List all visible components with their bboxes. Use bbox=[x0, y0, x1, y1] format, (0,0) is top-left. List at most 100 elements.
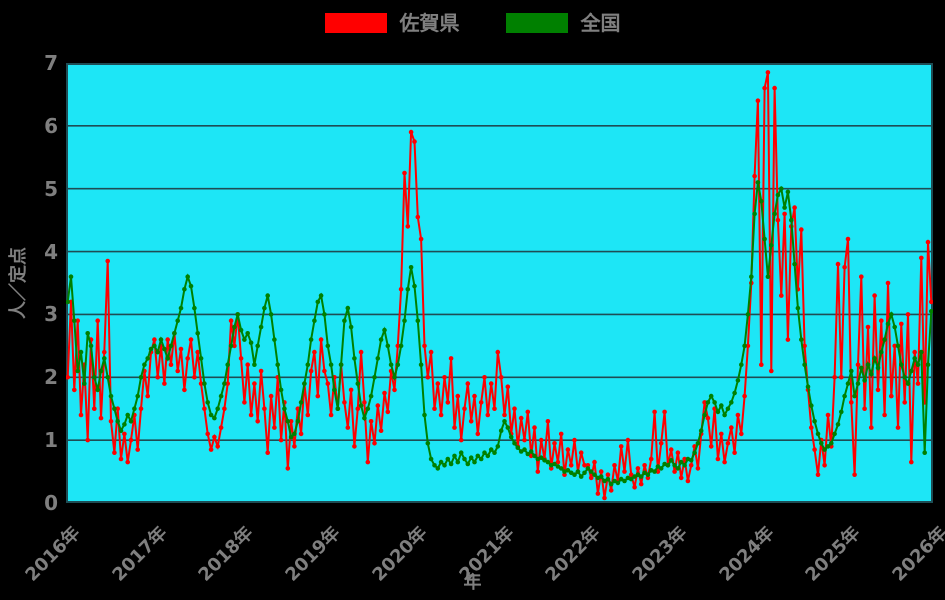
series-national-point bbox=[122, 422, 127, 427]
series-national-point bbox=[869, 371, 874, 377]
series-national-point bbox=[722, 412, 727, 418]
series-saga-point bbox=[852, 472, 857, 478]
series-national-point bbox=[752, 211, 757, 217]
series-saga-point bbox=[919, 255, 924, 261]
series-saga-point bbox=[832, 375, 837, 380]
series-national-point bbox=[865, 362, 871, 368]
series-national-point bbox=[775, 192, 781, 198]
series-saga-point bbox=[708, 444, 714, 449]
series-saga-point bbox=[428, 349, 434, 355]
series-saga-point bbox=[272, 425, 277, 430]
series-saga-point bbox=[498, 375, 504, 380]
series-saga-point bbox=[605, 472, 611, 478]
series-national-point bbox=[338, 362, 344, 368]
series-national-point bbox=[268, 312, 274, 317]
series-national-point bbox=[779, 186, 784, 191]
series-national-point bbox=[398, 343, 404, 349]
series-saga-point bbox=[702, 400, 707, 405]
series-national-point bbox=[408, 265, 414, 270]
series-saga-point bbox=[595, 491, 601, 496]
series-national-point bbox=[195, 331, 200, 336]
plot-area bbox=[66, 63, 933, 503]
series-national-point bbox=[118, 428, 124, 434]
series-national-point bbox=[749, 274, 754, 279]
series-saga-point bbox=[278, 437, 284, 443]
series-saga-point bbox=[242, 400, 247, 405]
series-saga-point bbox=[635, 466, 641, 471]
series-national-point bbox=[262, 305, 267, 311]
series-national-point bbox=[82, 381, 87, 386]
series-national-point bbox=[298, 400, 304, 405]
series-saga-point bbox=[655, 469, 661, 474]
series-national-point bbox=[442, 463, 447, 468]
series-national-point bbox=[455, 459, 461, 465]
series-national-point bbox=[862, 378, 867, 383]
series-national-point bbox=[845, 381, 851, 386]
series-national-point bbox=[105, 375, 110, 380]
series-national-point bbox=[832, 431, 837, 437]
series-saga-point bbox=[855, 362, 861, 368]
series-saga-point bbox=[755, 98, 761, 103]
series-saga-point bbox=[85, 437, 90, 443]
series-national-point bbox=[505, 425, 511, 430]
series-national-point bbox=[628, 476, 634, 482]
series-national-point bbox=[182, 287, 187, 292]
series-saga-point bbox=[195, 349, 200, 355]
series-national-point bbox=[572, 472, 577, 478]
series-saga-point bbox=[442, 375, 447, 380]
series-national-point bbox=[739, 362, 744, 368]
series-national-point bbox=[368, 393, 374, 399]
series-national-point bbox=[295, 419, 301, 424]
series-national-point bbox=[488, 447, 494, 452]
series-national-point bbox=[849, 368, 854, 374]
series-national-point bbox=[175, 318, 180, 323]
series-national-point bbox=[615, 480, 621, 486]
series-saga-point bbox=[528, 453, 534, 459]
series-saga-point bbox=[822, 463, 827, 468]
series-saga-point bbox=[648, 456, 654, 462]
series-national-point bbox=[242, 337, 247, 342]
series-national-point bbox=[152, 343, 157, 349]
series-saga-point bbox=[558, 431, 564, 437]
series-saga-point bbox=[812, 447, 817, 452]
series-saga-point bbox=[268, 393, 274, 399]
series-national-point bbox=[325, 343, 331, 349]
series-national-point bbox=[432, 463, 437, 468]
y-tick-label: 4 bbox=[44, 239, 58, 264]
series-saga-point bbox=[392, 387, 397, 393]
series-national-point bbox=[712, 400, 717, 405]
series-national-point bbox=[188, 283, 194, 289]
series-national-point bbox=[909, 368, 914, 374]
series-saga-point bbox=[488, 381, 494, 386]
series-national-point bbox=[588, 469, 594, 474]
series-saga-point bbox=[402, 170, 407, 176]
y-tick-label: 1 bbox=[44, 428, 58, 453]
series-saga-point bbox=[358, 349, 364, 355]
series-national-point bbox=[345, 305, 351, 311]
series-saga-point bbox=[675, 450, 681, 456]
series-national-point bbox=[258, 324, 264, 330]
series-national-point bbox=[812, 419, 817, 424]
series-national-point bbox=[102, 356, 107, 361]
series-saga-point bbox=[682, 456, 687, 462]
series-saga-point bbox=[212, 434, 217, 440]
series-national-point bbox=[288, 434, 294, 440]
series-national-point bbox=[205, 400, 210, 405]
series-national-point bbox=[305, 362, 311, 368]
series-saga-point bbox=[348, 387, 354, 393]
series-national-point bbox=[525, 451, 531, 457]
series-national-point bbox=[238, 327, 244, 333]
series-national-point bbox=[215, 406, 220, 412]
series-national-point bbox=[198, 356, 204, 361]
series-national-point bbox=[565, 468, 571, 473]
series-saga-point bbox=[612, 463, 617, 468]
series-saga-point bbox=[882, 412, 887, 418]
series-saga-point bbox=[875, 387, 881, 393]
series-national-point bbox=[498, 428, 504, 434]
series-national-point bbox=[532, 453, 537, 459]
series-saga-point bbox=[879, 318, 884, 323]
series-saga-point bbox=[345, 425, 351, 430]
series-national-point bbox=[558, 466, 564, 471]
series-national-point bbox=[265, 293, 270, 298]
